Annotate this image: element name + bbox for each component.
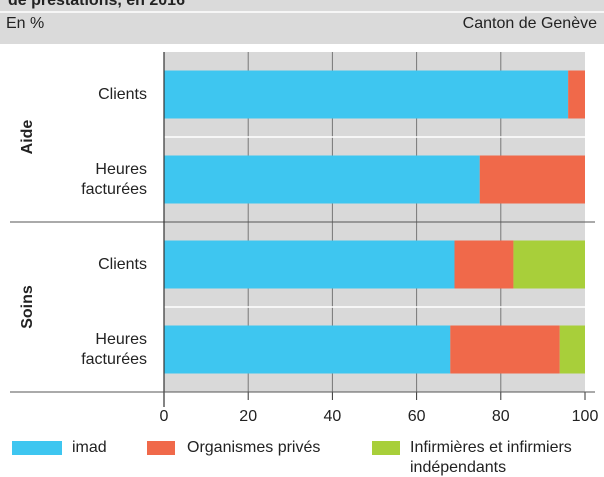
x-tick-label: 100 xyxy=(572,408,599,425)
legend-swatch xyxy=(372,441,400,455)
bar-segment xyxy=(450,325,560,374)
group-label: Soins xyxy=(19,285,36,329)
category-label: Clients xyxy=(98,85,147,103)
legend-label: Infirmières et infirmiers indépendants xyxy=(410,439,572,476)
x-tick-label: 40 xyxy=(324,408,342,425)
bar-segment xyxy=(164,240,455,289)
legend-swatch xyxy=(147,441,175,455)
category-label: Heures facturées xyxy=(81,160,147,198)
legend-label: Organismes privés xyxy=(187,439,321,456)
bar-segment xyxy=(164,155,480,204)
region: Canton de Genève xyxy=(463,15,597,32)
bar-segment xyxy=(454,240,514,289)
category-label: Heures facturées xyxy=(81,330,147,368)
bar-segment xyxy=(164,325,451,374)
chart-title: de prestations, en 2016 xyxy=(8,0,185,9)
bar-segment xyxy=(479,155,585,204)
subtitle: En % xyxy=(6,15,44,32)
bar-segment xyxy=(568,70,585,119)
bar-segment xyxy=(513,240,585,289)
group-label: Aide xyxy=(19,120,36,155)
bar-segment xyxy=(559,325,585,374)
header-band xyxy=(0,0,604,44)
category-label: Clients xyxy=(98,255,147,273)
bar-segment xyxy=(164,70,569,119)
legend-swatch xyxy=(12,441,62,455)
x-tick-label: 0 xyxy=(160,408,169,425)
x-tick-label: 60 xyxy=(408,408,426,425)
legend-label: imad xyxy=(72,439,107,456)
x-tick-label: 80 xyxy=(492,408,510,425)
x-tick-label: 20 xyxy=(239,408,257,425)
